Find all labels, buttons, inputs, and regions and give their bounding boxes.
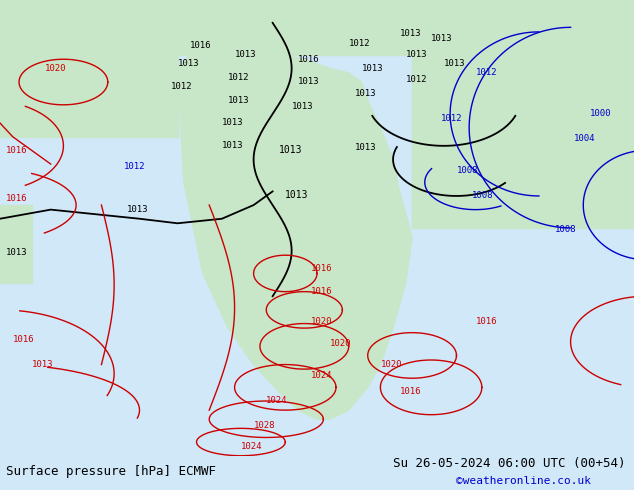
- Polygon shape: [178, 41, 412, 419]
- Text: 1024: 1024: [266, 396, 288, 405]
- Text: ©weatheronline.co.uk: ©weatheronline.co.uk: [456, 476, 592, 486]
- Text: 1008: 1008: [472, 191, 494, 200]
- Text: Surface pressure [hPa] ECMWF: Surface pressure [hPa] ECMWF: [6, 465, 216, 478]
- Text: 1024: 1024: [241, 442, 262, 451]
- Text: 1013: 1013: [361, 64, 383, 73]
- Text: 1016: 1016: [476, 317, 497, 325]
- Text: 1012: 1012: [406, 75, 427, 84]
- Text: 1020: 1020: [380, 360, 402, 369]
- Polygon shape: [0, 0, 178, 137]
- Text: 1013: 1013: [399, 29, 421, 38]
- Text: 1016: 1016: [311, 287, 332, 296]
- Text: 1016: 1016: [6, 194, 28, 202]
- Text: 1013: 1013: [222, 118, 243, 127]
- Text: 1013: 1013: [235, 50, 256, 59]
- Text: Su 26-05-2024 06:00 UTC (00+54): Su 26-05-2024 06:00 UTC (00+54): [393, 457, 626, 470]
- Text: 1013: 1013: [228, 96, 250, 104]
- Text: 1008: 1008: [555, 225, 576, 234]
- Text: 1012: 1012: [171, 82, 193, 91]
- Polygon shape: [0, 205, 32, 283]
- Text: 1004: 1004: [574, 134, 595, 143]
- Text: 1028: 1028: [254, 421, 275, 430]
- Text: 1012: 1012: [476, 68, 497, 77]
- Text: 1020: 1020: [330, 340, 351, 348]
- Text: 1013: 1013: [292, 102, 313, 111]
- Text: 1013: 1013: [32, 360, 53, 369]
- Text: 1012: 1012: [228, 73, 250, 82]
- Text: 1024: 1024: [311, 371, 332, 380]
- Text: 1008: 1008: [456, 166, 478, 175]
- Text: 1016: 1016: [311, 264, 332, 273]
- Text: 1013: 1013: [444, 59, 465, 68]
- Text: 1012: 1012: [124, 162, 145, 171]
- Text: 1012: 1012: [349, 39, 370, 48]
- Text: 1013: 1013: [355, 89, 377, 98]
- Text: 1016: 1016: [6, 146, 28, 155]
- Text: 1016: 1016: [13, 335, 34, 344]
- Text: 1013: 1013: [279, 145, 302, 155]
- Text: 1013: 1013: [285, 190, 309, 200]
- Text: 1013: 1013: [406, 50, 427, 59]
- Text: 1016: 1016: [399, 387, 421, 396]
- Text: 1013: 1013: [222, 141, 243, 150]
- Polygon shape: [412, 0, 634, 228]
- Text: 1013: 1013: [298, 77, 320, 86]
- Text: 1000: 1000: [590, 109, 611, 118]
- Text: 1013: 1013: [431, 34, 453, 43]
- Text: 1016: 1016: [190, 41, 212, 50]
- Polygon shape: [178, 0, 412, 55]
- Text: 1013: 1013: [178, 59, 199, 68]
- Text: 1013: 1013: [355, 144, 377, 152]
- Text: 1012: 1012: [441, 114, 462, 123]
- Text: 1020: 1020: [44, 64, 66, 73]
- Text: 1016: 1016: [298, 54, 320, 64]
- Text: 1020: 1020: [311, 317, 332, 325]
- Text: 1013: 1013: [127, 205, 148, 214]
- Text: 1013: 1013: [6, 248, 28, 257]
